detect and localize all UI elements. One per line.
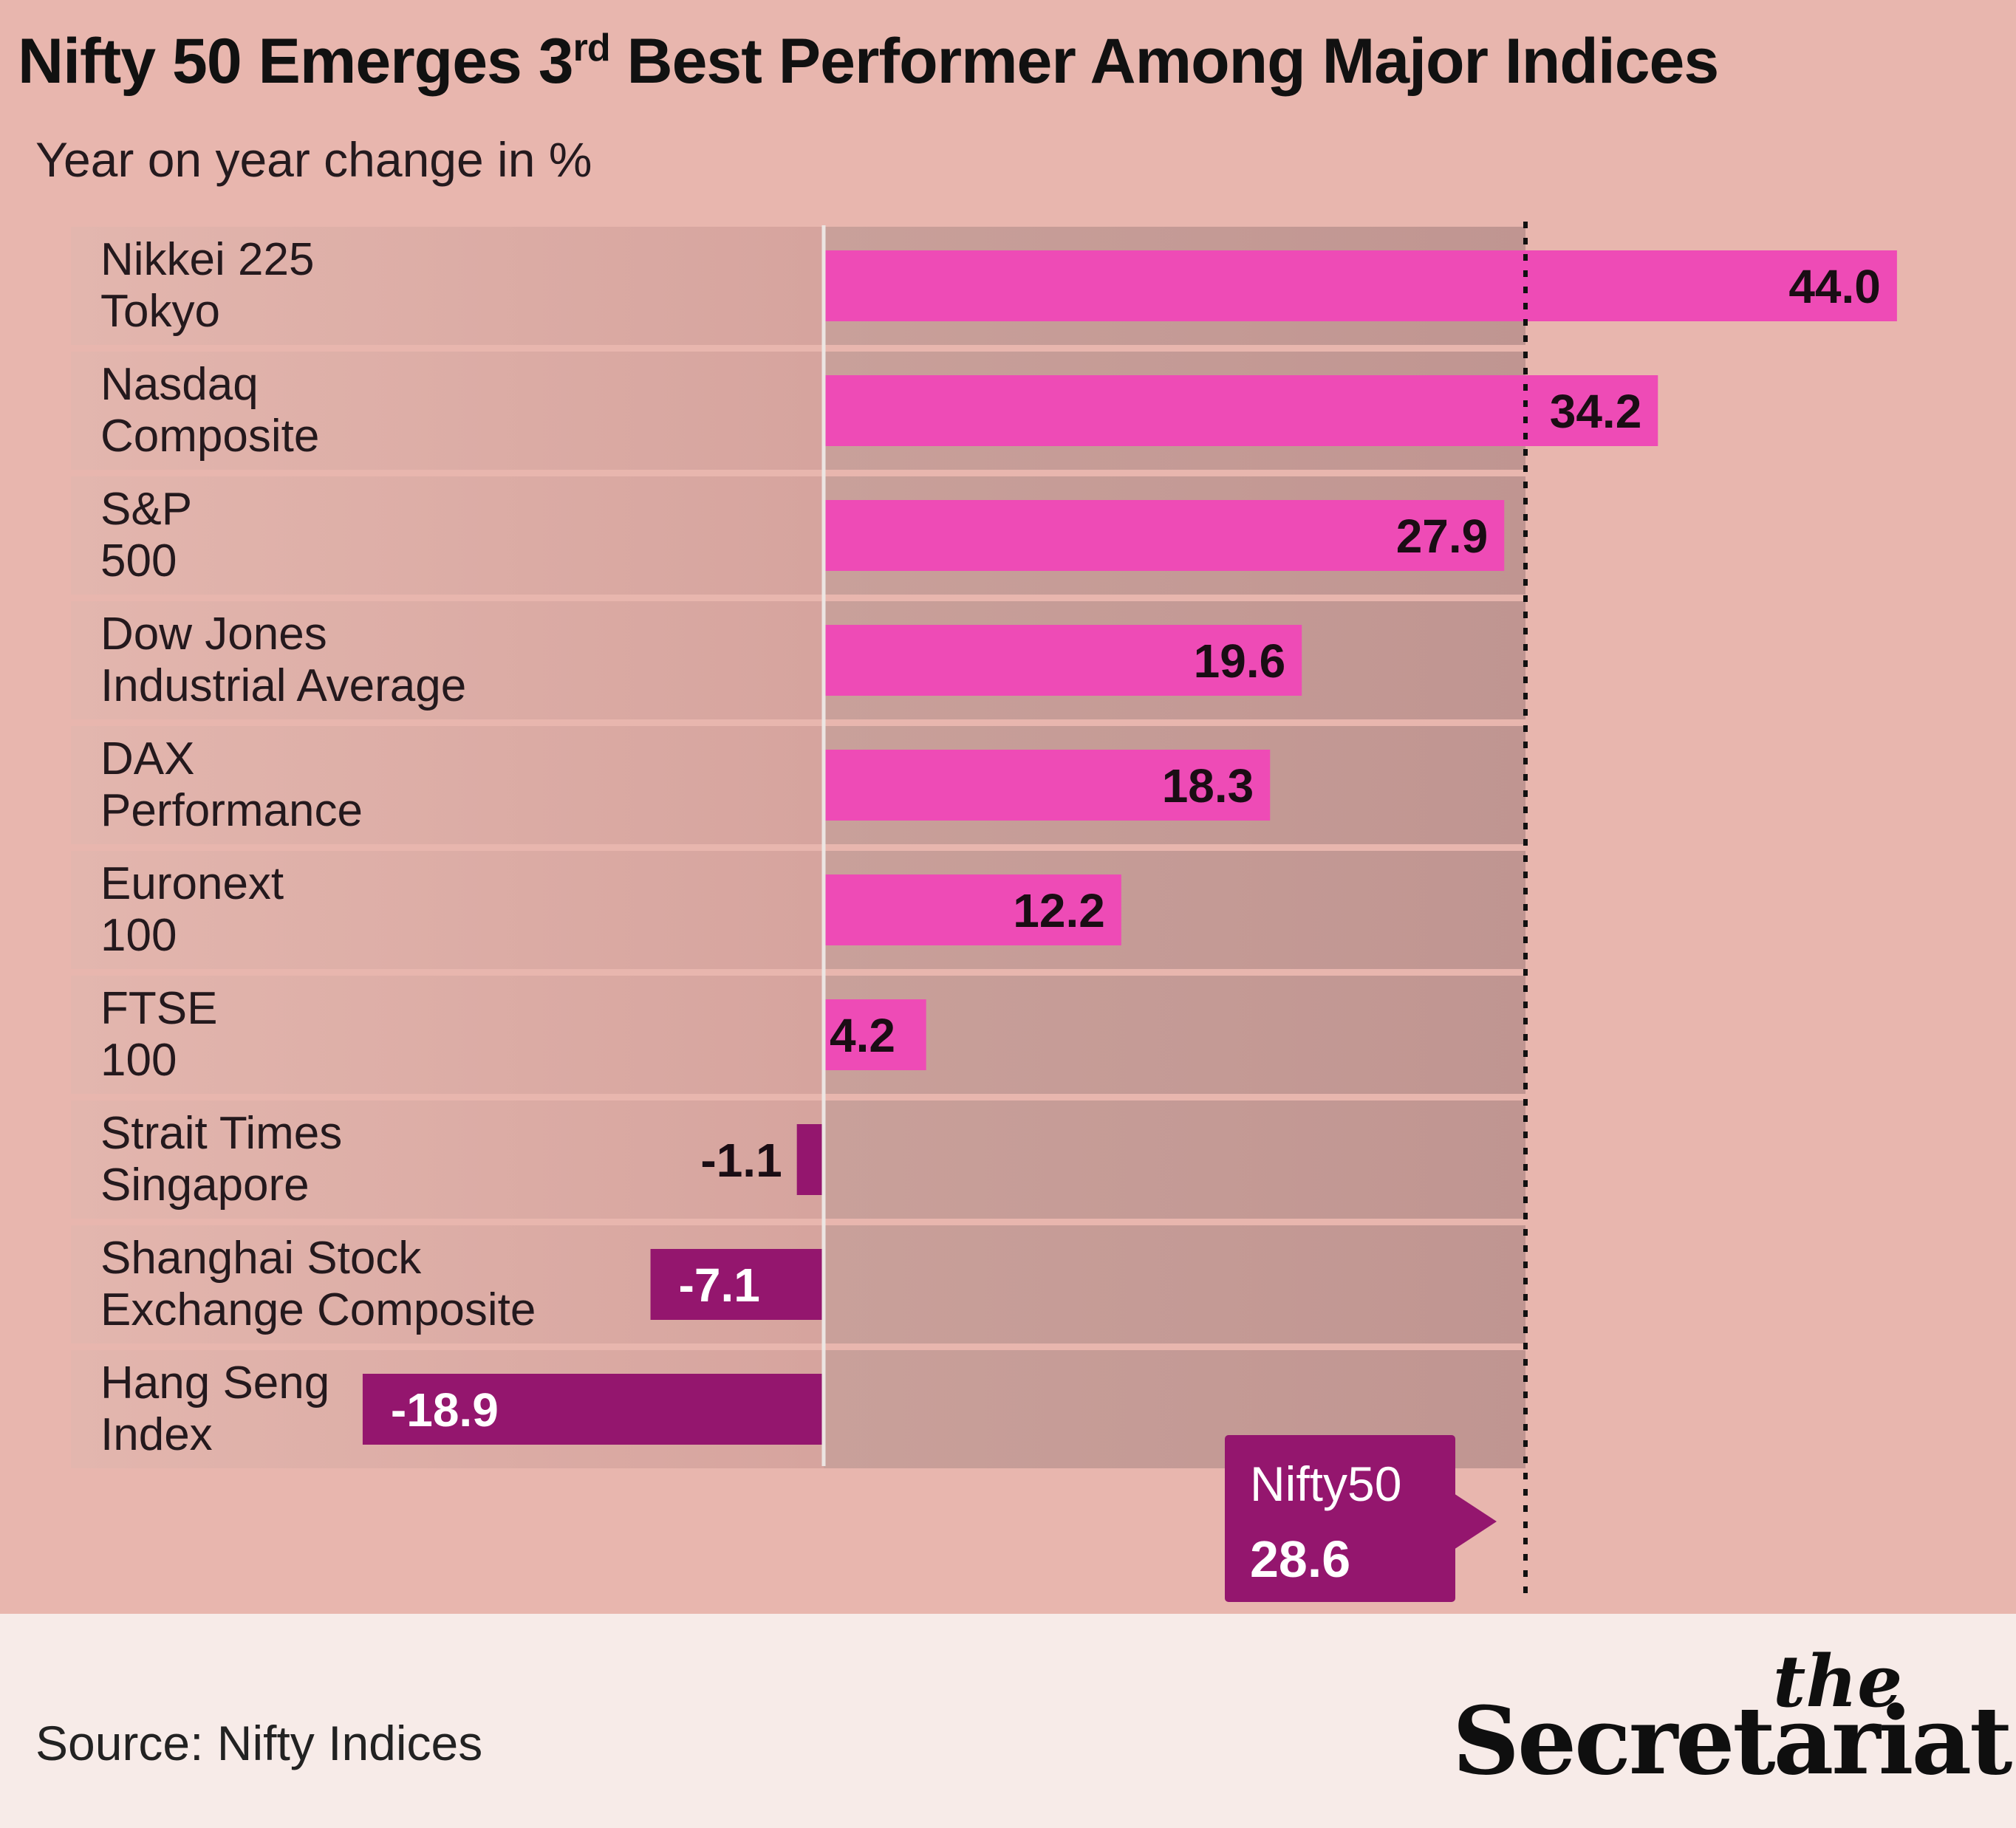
value-label: -7.1: [679, 1259, 760, 1312]
bar: [796, 1124, 824, 1195]
bar: [824, 250, 1897, 321]
category-label-line: Singapore: [100, 1160, 310, 1211]
category-label-line: Nikkei 225: [100, 234, 315, 285]
bar: [824, 625, 1302, 696]
source-note: Source: Nifty Indices: [35, 1716, 483, 1770]
row-label-band: [71, 227, 824, 345]
category-label: Strait Times Singapore: [100, 1108, 342, 1211]
value-label: 44.0: [1788, 260, 1881, 313]
row-label-band: [71, 601, 824, 719]
category-label: Hang Seng Index: [100, 1358, 329, 1461]
row-plot-band: [824, 976, 1525, 1094]
bar: [362, 1374, 824, 1445]
footer: Source: Nifty Indices the Secretariat: [0, 1614, 2016, 1828]
value-label: 34.2: [1550, 385, 1642, 438]
category-label-line: Index: [100, 1409, 213, 1460]
title-suffix: Best Performer Among Major Indices: [609, 26, 1719, 97]
nifty50-callout: Nifty50 28.6: [1225, 1435, 1455, 1602]
category-label-line: 100: [100, 1035, 177, 1086]
logo-the: the: [1773, 1640, 1903, 1723]
bars: [362, 250, 1897, 1445]
category-label-line: 100: [100, 910, 177, 961]
bar: [824, 375, 1658, 446]
category-label-line: Euronext: [100, 858, 284, 909]
value-labels: 44.0 34.2 27.9 19.6 18.3 12.2 4.2 -1.1 -7.1 -18.9: [391, 260, 1881, 1437]
value-label: -18.9: [391, 1383, 499, 1437]
category-label: Shanghai Stock Exchange Composite: [100, 1233, 536, 1336]
value-label: 19.6: [1194, 634, 1286, 688]
row-label-band: [71, 726, 824, 844]
category-label-line: Exchange Composite: [100, 1284, 536, 1335]
value-label: 12.2: [1013, 884, 1105, 937]
value-label: -1.1: [700, 1134, 782, 1187]
value-label: 18.3: [1162, 759, 1254, 812]
category-label-line: DAX: [100, 733, 195, 784]
category-label-line: 500: [100, 535, 177, 586]
row-label-band: [71, 352, 824, 470]
row-plot-band: [824, 1100, 1525, 1219]
row-backgrounds: [71, 227, 1525, 1468]
bar: [824, 999, 926, 1070]
bar-chart: 44.0 34.2 27.9 19.6 18.3 12.2 4.2 -1.1 -7.1 -18.9: [71, 222, 1897, 1601]
category-label-line: Dow Jones: [100, 609, 327, 660]
category-label-line: Performance: [100, 785, 363, 836]
chart-title: Nifty 50 Emerges 3rd Best Performer Amon…: [18, 25, 1719, 98]
title-prefix: Nifty 50 Emerges 3: [18, 26, 574, 97]
category-label-line: Industrial Average: [100, 660, 467, 711]
category-label: FTSE 100: [100, 983, 217, 1086]
category-label: DAX Performance: [100, 733, 363, 837]
category-label-line: Shanghai Stock: [100, 1233, 422, 1284]
bar: [824, 874, 1121, 945]
category-label-line: FTSE: [100, 983, 218, 1034]
row-label-band: [71, 976, 824, 1094]
bar: [824, 500, 1505, 571]
row-label-band: [71, 1100, 824, 1219]
value-label: 27.9: [1396, 510, 1489, 563]
callout-value: 28.6: [1250, 1530, 1351, 1588]
category-label-line: Strait Times: [100, 1108, 343, 1159]
category-label-line: Tokyo: [100, 286, 220, 337]
bar: [824, 750, 1271, 821]
bar: [650, 1249, 824, 1320]
value-label: 4.2: [830, 1009, 895, 1062]
category-label-line: Composite: [100, 411, 320, 462]
category-label: Dow Jones Industrial Average: [100, 609, 466, 712]
category-label: Nasdaq Composite: [100, 359, 319, 462]
category-label: Euronext 100: [100, 858, 284, 962]
category-label-line: Hang Seng: [100, 1358, 330, 1408]
row-label-band: [71, 851, 824, 969]
callout-arrow: [1454, 1493, 1497, 1550]
row-label-band: [71, 476, 824, 595]
category-label-line: Nasdaq: [100, 359, 259, 410]
chart-subtitle: Year on year change in %: [35, 132, 592, 187]
logo-wordmark: Secretariat: [1452, 1686, 2012, 1796]
category-label: S&P 500: [100, 484, 192, 587]
callout-name: Nifty50: [1250, 1456, 1402, 1511]
row-plot-band: [824, 1225, 1525, 1343]
title-ordinal-suffix: rd: [573, 27, 611, 69]
category-label: Nikkei 225 Tokyo: [100, 234, 314, 338]
category-label-line: S&P: [100, 484, 193, 535]
